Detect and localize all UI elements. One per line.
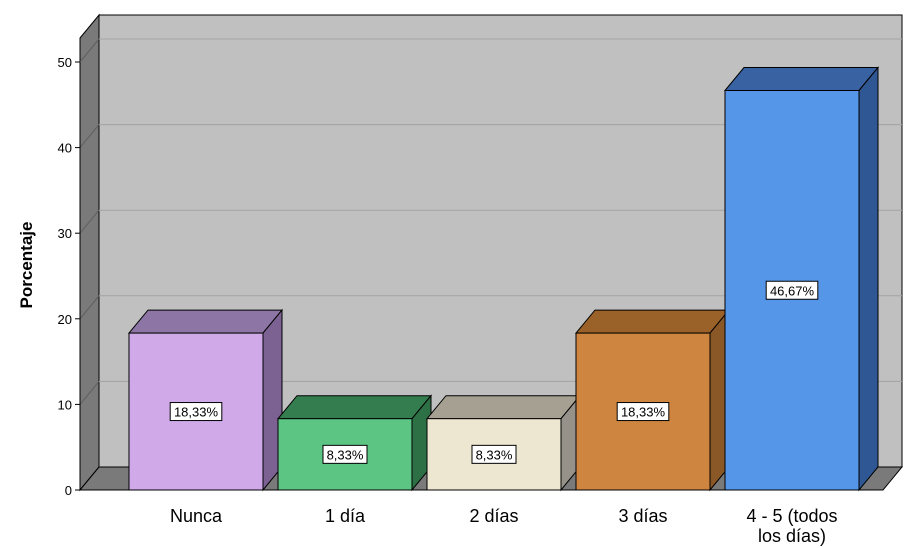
y-tick-label-50: 50 [58,55,72,70]
bar-0: 18,33% [127,308,284,492]
x-tick-label-1: 1 día [325,506,366,526]
wall-gridline-40 [79,124,100,148]
bars: 18,33% 8,33% 8,33% 18,33% 46,67% [127,66,880,492]
data-label-box-4 [765,280,819,300]
bar-top-4 [723,67,880,92]
y-tick-label-20: 20 [58,312,72,327]
bar-top-3 [574,309,731,334]
x-tick-label-2: 2 días [469,506,518,526]
data-label-box-0 [169,402,223,422]
y-axis: 0 10 20 30 40 50 [58,55,81,498]
wall-gridline-50 [79,38,100,63]
y-axis-label: Porcentaje [17,222,36,309]
bar-top-1 [276,395,433,420]
x-tick-label-0: Nunca [170,506,223,526]
data-label-box-2 [471,444,517,464]
data-label-3: 18,33% [621,405,666,420]
y-tick-label-10: 10 [58,397,72,412]
x-tick-label-3: 3 días [618,506,667,526]
side-wall [79,13,100,492]
data-label-0: 18,33% [174,405,219,420]
bar-top-0 [127,309,284,334]
y-tick-label-30: 30 [58,226,72,241]
wall-gridline-20 [79,295,100,320]
x-tick-label-4: 4 - 5 (todos los días) [746,506,837,546]
data-label-box-1 [322,444,368,464]
bar-side-4 [858,66,879,492]
bar-top-2 [425,395,582,420]
bar-1: 8,33% [276,394,433,492]
bar-4: 46,67% [723,66,880,492]
wall-gridline-10 [79,381,100,405]
bar-2: 8,33% [425,394,582,492]
y-tick-label-40: 40 [58,141,72,156]
bar-3: 18,33% [574,308,731,492]
data-label-1: 8,33% [327,447,364,462]
x-axis: Nunca 1 día 2 días 3 días 4 - 5 (todos los dí… [170,506,838,546]
y-tick-label-0: 0 [65,483,72,498]
wall-gridline-30 [79,209,100,234]
data-label-box-3 [616,402,670,422]
data-label-4: 46,67% [770,283,815,298]
data-label-2: 8,33% [476,447,513,462]
